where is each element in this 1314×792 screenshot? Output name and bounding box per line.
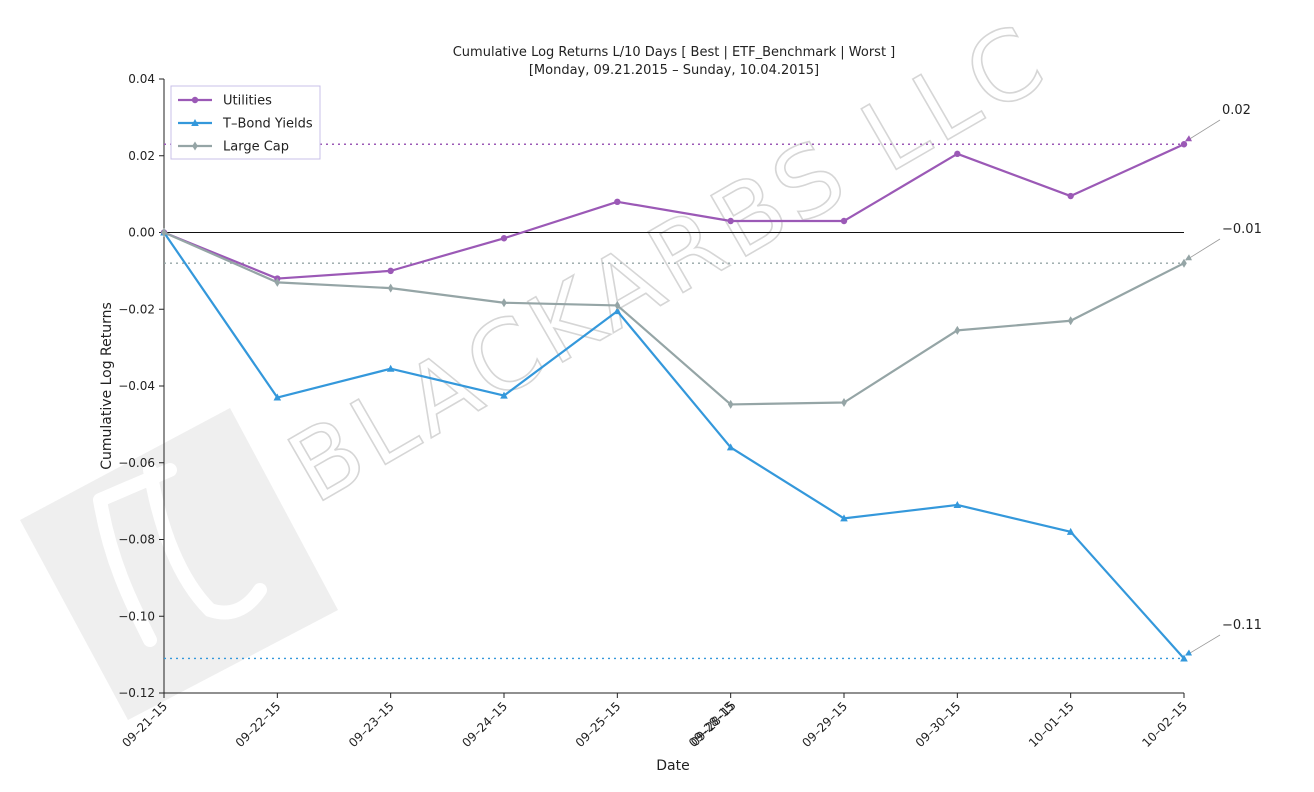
x-tick-label-overlap: 09–28–15 — [688, 698, 739, 749]
y-ticks: 0.04 0.02 0.00 −0.02 −0.04 −0.06 −0.08 −0.10 −0.… — [118, 72, 164, 700]
data-point — [840, 217, 848, 225]
chart-subtitle: [Monday, 09.21.2015 – Sunday, 10.04.2015… — [529, 63, 819, 78]
data-point — [273, 393, 282, 401]
data-point — [501, 298, 507, 308]
data-point — [613, 307, 622, 315]
data-point — [1067, 316, 1074, 326]
legend-label: Utilities — [223, 94, 272, 109]
reference-lines — [164, 143, 1184, 660]
x-tick-label: 10–02–15 — [1139, 699, 1190, 750]
legend-item: Large Cap — [178, 140, 289, 155]
data-point — [1067, 192, 1074, 200]
data-point — [500, 391, 508, 399]
x-tick-label: 09–25–15 — [573, 699, 624, 750]
x-tick-label: 10–01–15 — [1026, 699, 1077, 750]
end-annotations: 0.02 −0.01 −0.11 — [1185, 103, 1262, 656]
legend-marker — [192, 141, 198, 151]
series-line — [163, 231, 1185, 660]
data-point — [274, 277, 281, 287]
annotation-label: 0.02 — [1222, 103, 1251, 118]
data-point — [954, 150, 961, 158]
y-tick-label: −0.10 — [118, 609, 155, 623]
y-tick-label: −0.06 — [118, 456, 155, 470]
data-point — [161, 228, 167, 237]
annotation-arrow — [1185, 649, 1192, 656]
legend-marker — [191, 96, 199, 104]
series-2 — [161, 228, 1187, 409]
y-tick-label: 0.00 — [128, 226, 155, 240]
legend-marker — [191, 119, 199, 126]
series-1 — [160, 228, 1188, 662]
series-line — [163, 231, 1185, 406]
x-ticks: 09–21–15 09–22–15 09–23–15 09–24–15 09–25–15… — [119, 693, 1190, 750]
data-point — [1066, 527, 1075, 535]
series-0 — [160, 141, 1188, 282]
annotation-arrow — [1185, 135, 1192, 142]
y-tick-label: −0.12 — [118, 686, 155, 700]
annotation-connector — [1185, 634, 1221, 656]
data-point — [614, 300, 621, 310]
y-tick-label: −0.08 — [118, 533, 155, 547]
data-point — [840, 514, 848, 522]
legend-label: Large Cap — [223, 140, 289, 155]
data-point — [954, 325, 961, 335]
data-point — [841, 398, 847, 408]
data-point — [500, 235, 508, 242]
x-axis-label: Date — [656, 758, 689, 774]
data-point — [1180, 141, 1188, 148]
legend-label: T–Bond Yields — [222, 117, 313, 132]
annotation-connector — [1185, 119, 1221, 142]
x-tick-label: 09–30–15 — [913, 699, 964, 750]
annotation-connector — [1185, 238, 1221, 261]
x-tick-label: 09–23–15 — [346, 699, 397, 750]
data-point — [387, 267, 394, 275]
legend-item: T–Bond Yields — [178, 117, 313, 132]
annotation-label: −0.01 — [1222, 222, 1262, 237]
series-lines — [160, 141, 1188, 662]
data-point — [387, 283, 394, 293]
x-tick-label: 09–29–15 — [799, 699, 850, 750]
data-point — [727, 399, 734, 409]
y-tick-label: 0.02 — [128, 149, 155, 163]
series-line — [163, 143, 1185, 280]
data-point — [726, 443, 735, 451]
data-point — [614, 198, 621, 205]
x-tick-label: 09–24–15 — [459, 699, 510, 750]
data-point — [386, 364, 395, 372]
y-tick-label: 0.04 — [128, 72, 155, 86]
data-point — [1180, 654, 1188, 662]
y-tick-label: −0.02 — [118, 302, 155, 316]
annotation-label: −0.11 — [1222, 618, 1262, 633]
data-point — [1181, 258, 1187, 268]
annotation-arrow — [1185, 254, 1192, 261]
data-point — [727, 217, 734, 225]
legend-item: Utilities — [178, 94, 272, 109]
y-tick-label: −0.04 — [118, 379, 155, 393]
data-point — [953, 500, 962, 508]
watermark-logo — [20, 408, 338, 720]
y-axis-label: Cumulative Log Returns — [99, 302, 115, 470]
legend: Utilities T–Bond Yields Large Cap — [170, 85, 321, 160]
x-tick-label: 09–22–15 — [233, 699, 284, 750]
chart-title: Cumulative Log Returns L/10 Days [ Best … — [453, 45, 896, 60]
